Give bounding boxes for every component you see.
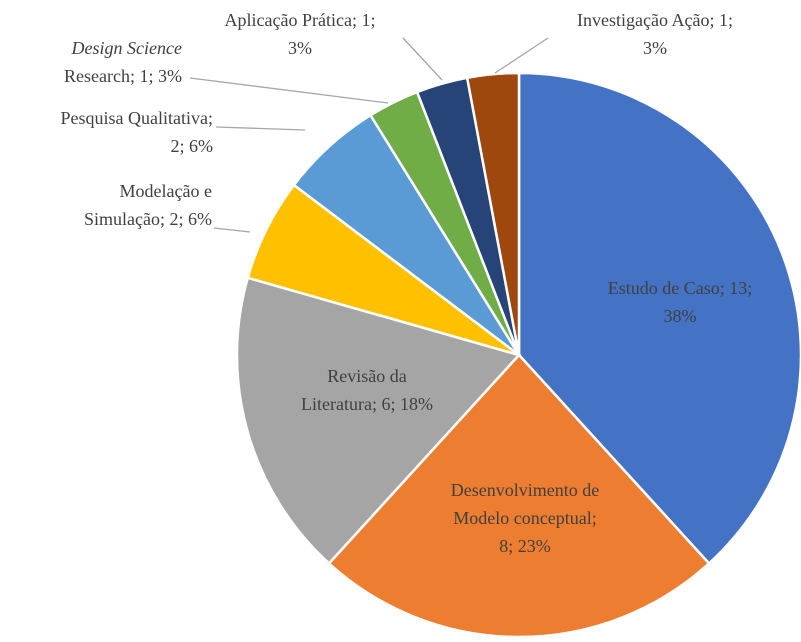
data-label: 8; 23% <box>499 536 551 556</box>
pie-slice <box>465 71 521 356</box>
leader-line <box>213 227 251 233</box>
data-label: 3% <box>643 38 667 58</box>
data-label: 38% <box>664 306 697 326</box>
data-label: Desenvolvimento de <box>451 480 599 500</box>
leader-line <box>494 37 549 74</box>
data-label: Design Science <box>71 38 182 58</box>
data-label: Pesquisa Qualitativa; <box>61 108 213 128</box>
data-label: Literatura; 6; 18% <box>301 394 433 414</box>
data-label: Estudo de Caso; 13; <box>608 278 753 298</box>
data-label: Aplicação Prática; 1; <box>225 10 376 30</box>
data-label: 2; 6% <box>171 136 214 156</box>
data-label: Simulação; 2; 6% <box>84 209 212 229</box>
pie-slice <box>235 276 522 566</box>
pie-slice <box>327 353 711 639</box>
data-label: Investigação Ação; 1; <box>577 10 733 30</box>
leader-line <box>402 37 443 81</box>
data-label: Revisão da <box>327 366 406 386</box>
data-label: Modelo conceptual; <box>453 508 596 528</box>
leader-line <box>189 77 389 104</box>
data-label: Modelação e <box>120 181 212 201</box>
pie-slice <box>517 71 801 566</box>
data-label: Research; 1; 3% <box>64 66 182 86</box>
data-label: 3% <box>288 38 312 58</box>
leader-line <box>215 126 306 131</box>
